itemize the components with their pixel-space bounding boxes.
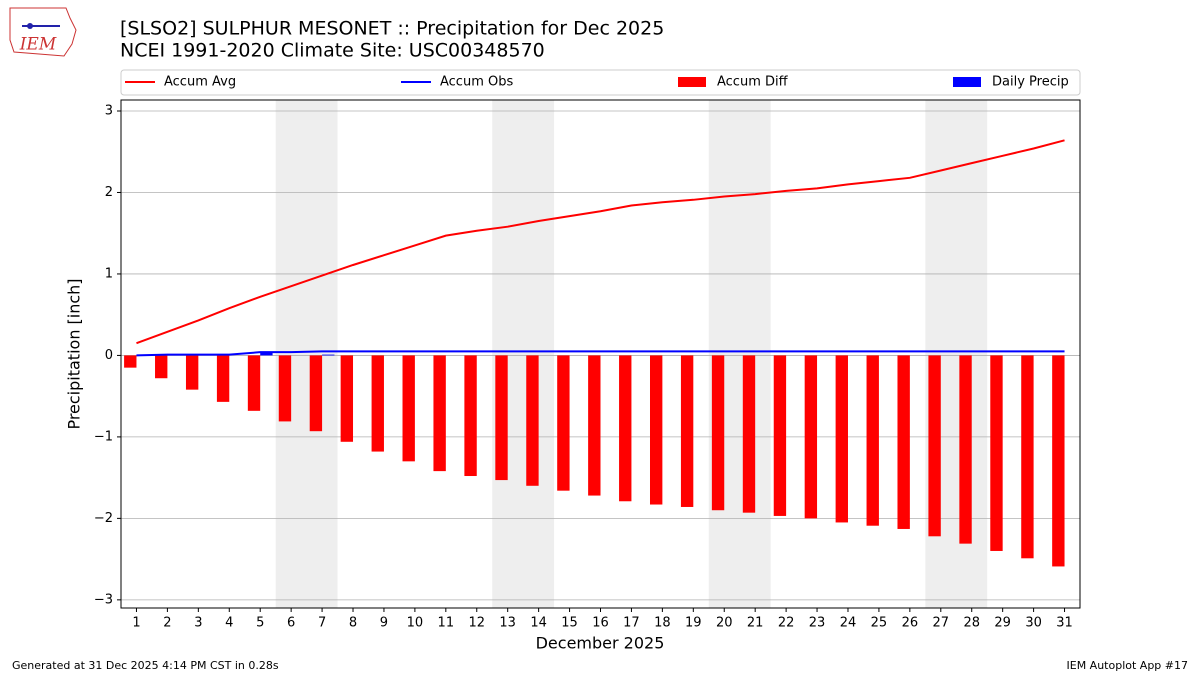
x-tick-label: 30 [1025,616,1042,631]
legend-label: Daily Precip [992,75,1069,90]
chart-title: [SLSO2] SULPHUR MESONET :: Precipitation… [120,18,664,40]
bar [866,355,879,526]
line [136,139,1065,345]
legend-label: Accum Avg [164,75,236,90]
bar [340,355,354,442]
x-tick-label: 4 [225,616,233,631]
legend-swatch [953,77,981,87]
bar [495,355,508,481]
x-tick-label: 13 [499,616,516,631]
weekend-band [275,100,338,608]
legend-swatch [678,77,706,87]
bar [1052,355,1065,567]
bar [649,355,663,505]
bar [278,355,292,422]
y-tick-label: −3 [94,592,113,607]
x-tick-label: 9 [380,616,388,631]
weekend-band [492,100,555,608]
bar [464,355,477,477]
y-tick-label: 2 [105,185,113,200]
x-tick-label: 21 [747,616,764,631]
bar [680,355,694,507]
x-tick-label: 14 [530,616,547,631]
bar [322,354,335,356]
footer-left: Generated at 31 Dec 2025 4:14 PM CST in … [12,659,279,672]
plot-frame [120,99,1081,609]
bar [309,355,323,432]
x-tick-label: 17 [623,616,640,631]
legend-label: Accum Diff [717,75,789,90]
legend-box [120,69,1081,96]
bar [124,355,137,368]
y-tick-label: 0 [105,348,113,363]
bar [897,355,910,529]
x-tick-label: 31 [1056,616,1073,631]
y-tick-label: 3 [105,103,113,118]
x-tick-label: 2 [163,616,171,631]
y-axis-label: Precipitation [inch] [65,278,84,429]
legend-label: Accum Obs [440,75,513,90]
x-tick-label: 10 [407,616,424,631]
x-tick-label: 1 [132,616,140,631]
x-tick-label: 7 [318,616,326,631]
bar [742,355,756,513]
bar [371,355,384,452]
bar [990,355,1003,551]
x-tick-label: 23 [809,616,826,631]
bar [216,355,230,402]
bar [959,355,972,544]
x-tick-label: 16 [592,616,609,631]
x-tick-label: 27 [933,616,950,631]
bar [835,355,848,523]
bar [433,355,446,472]
x-tick-label: 26 [902,616,919,631]
x-tick-label: 12 [468,616,485,631]
logo: IEM [9,7,77,57]
bar [557,355,570,491]
bar [402,355,415,462]
bar [928,355,941,537]
x-tick-label: 22 [778,616,795,631]
x-tick-label: 15 [561,616,578,631]
x-tick-label: 6 [287,616,295,631]
y-tick-label: −1 [94,429,113,444]
x-tick-label: 28 [963,616,980,631]
logo-dot [27,23,33,29]
bar [1021,355,1034,559]
x-axis-label: December 2025 [536,634,665,653]
x-tick-label: 24 [840,616,857,631]
footer-right: IEM Autoplot App #17 [1067,659,1189,672]
bar [247,355,261,411]
x-tick-label: 5 [256,616,264,631]
y-tick-label: 1 [105,266,113,281]
bar [526,355,539,486]
bar [260,352,273,356]
x-tick-label: 8 [349,616,357,631]
bar [619,355,632,502]
x-tick-label: 25 [871,616,888,631]
chart-subtitle: NCEI 1991-2020 Climate Site: USC00348570 [120,40,545,62]
bar [773,355,787,516]
x-tick-label: 18 [654,616,671,631]
x-tick-label: 29 [994,616,1011,631]
bar [155,355,168,379]
weekend-band [708,100,771,608]
bar [588,355,601,496]
x-tick-label: 3 [194,616,202,631]
bar [185,355,199,390]
bar [711,355,725,511]
bar [804,355,818,519]
logo-outline [9,7,77,57]
x-tick-label: 19 [685,616,702,631]
logo-text: IEM [19,35,57,55]
y-tick-label: −2 [94,511,113,526]
x-tick-label: 11 [438,616,455,631]
line [136,350,1065,357]
x-tick-label: 20 [716,616,733,631]
